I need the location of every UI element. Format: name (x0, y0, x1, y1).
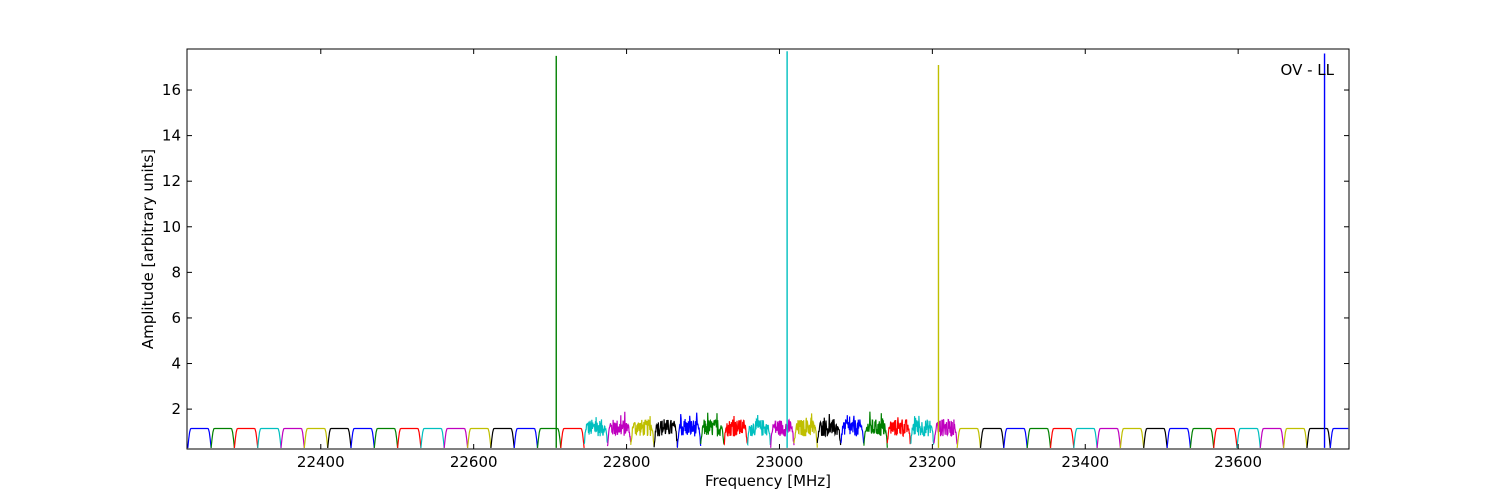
series-segment (1259, 427, 1285, 448)
series-segment (1003, 427, 1028, 448)
series-segment (210, 427, 235, 448)
series-segment (723, 415, 748, 446)
series-segment (886, 417, 911, 445)
y-tick-label: 4 (171, 355, 181, 373)
series-segment (606, 411, 632, 447)
series-segment (1236, 427, 1261, 448)
x-tick-label: 22600 (450, 453, 498, 471)
series-segment (630, 416, 655, 447)
series-segment (1329, 427, 1349, 448)
series-segment (910, 415, 935, 446)
series-segment (746, 414, 771, 447)
y-axis-label: Amplitude [arbitrary units] (139, 149, 157, 349)
series-segment (840, 415, 865, 444)
series-segment (1189, 427, 1215, 448)
series-segment (1283, 427, 1308, 448)
series-segment (700, 412, 725, 445)
x-tick-label: 23600 (1214, 453, 1262, 471)
plot-frame (186, 48, 1350, 450)
series-segment (653, 419, 678, 448)
series-segment (979, 427, 1005, 448)
series-segment (467, 427, 492, 448)
series-segment (373, 427, 399, 448)
series-segment (443, 427, 469, 448)
series-segment (1073, 427, 1098, 448)
y-tick-label: 16 (162, 81, 181, 99)
series-segment (327, 427, 352, 448)
series-segment (770, 418, 795, 448)
y-tick-label: 8 (171, 263, 181, 281)
series-segment (1306, 427, 1331, 448)
series-segment (676, 412, 702, 448)
series-segment (397, 427, 422, 448)
x-tick-label: 23000 (756, 453, 804, 471)
series-segment (863, 411, 888, 448)
series-segment (257, 427, 282, 448)
x-axis-ticks: 22400 22600 22800 23000 23200 23400 23600 (297, 49, 1262, 471)
series-segment (816, 413, 842, 446)
y-axis-ticks: 2 4 6 8 10 12 14 16 (162, 81, 1349, 418)
x-tick-label: 22800 (603, 453, 651, 471)
series-layer (187, 411, 1349, 448)
chart-annotation: OV - LL (1281, 61, 1335, 79)
series-segment (1166, 427, 1191, 448)
series-segment (303, 427, 329, 448)
series-segment (233, 427, 259, 448)
y-tick-label: 14 (162, 127, 181, 145)
y-tick-label: 10 (162, 218, 181, 236)
series-segment (513, 427, 539, 448)
series-segment (490, 427, 515, 448)
x-tick-label: 23200 (909, 453, 957, 471)
y-tick-label: 6 (171, 309, 181, 327)
x-tick-label: 22400 (297, 453, 345, 471)
series-segment (583, 417, 609, 445)
series-segment (1049, 427, 1075, 448)
series-segment (956, 427, 982, 448)
x-tick-label: 23400 (1061, 453, 1109, 471)
spike-layer (555, 51, 1326, 448)
y-tick-label: 12 (162, 172, 181, 190)
series-segment (420, 427, 445, 448)
series-segment (793, 413, 818, 448)
y-tick-label: 2 (171, 400, 181, 418)
series-segment (280, 427, 305, 448)
series-segment (350, 427, 375, 448)
series-segment (560, 427, 585, 448)
x-axis-label: Frequency [MHz] (705, 472, 831, 490)
series-segment (1096, 427, 1121, 448)
series-segment (187, 427, 212, 448)
series-segment (1026, 427, 1052, 448)
plot-area (187, 49, 1349, 449)
series-segment (1143, 427, 1168, 448)
series-segment (1119, 427, 1145, 448)
series-segment (1213, 427, 1238, 448)
